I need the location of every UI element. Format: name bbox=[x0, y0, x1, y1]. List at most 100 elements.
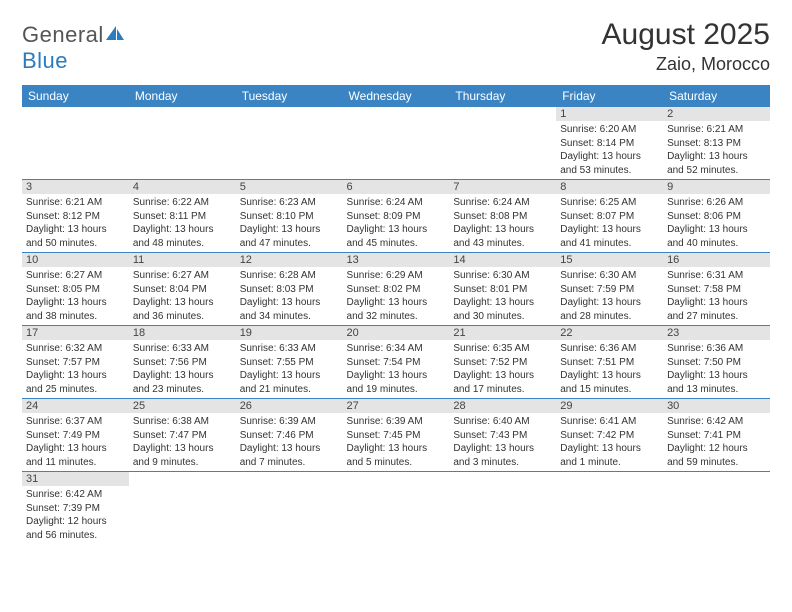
day-number: 4 bbox=[129, 180, 236, 194]
sunset-text: Sunset: 7:55 PM bbox=[240, 356, 339, 370]
sunset-text: Sunset: 8:08 PM bbox=[453, 210, 552, 224]
sunrise-text: Sunrise: 6:26 AM bbox=[667, 196, 766, 210]
sunrise-text: Sunrise: 6:21 AM bbox=[26, 196, 125, 210]
daylight-text: Daylight: 13 hours and 36 minutes. bbox=[133, 296, 232, 323]
month-title: August 2025 bbox=[602, 18, 770, 52]
day-content: Sunrise: 6:39 AMSunset: 7:45 PMDaylight:… bbox=[343, 413, 450, 471]
day-content: Sunrise: 6:31 AMSunset: 7:58 PMDaylight:… bbox=[663, 267, 770, 325]
day-content: Sunrise: 6:40 AMSunset: 7:43 PMDaylight:… bbox=[449, 413, 556, 471]
header: GeneralBlue August 2025 Zaio, Morocco bbox=[22, 18, 770, 75]
sunrise-text: Sunrise: 6:38 AM bbox=[133, 415, 232, 429]
sunset-text: Sunset: 8:10 PM bbox=[240, 210, 339, 224]
sunset-text: Sunset: 8:04 PM bbox=[133, 283, 232, 297]
sunset-text: Sunset: 7:47 PM bbox=[133, 429, 232, 443]
day-number: 9 bbox=[663, 180, 770, 194]
sunset-text: Sunset: 7:41 PM bbox=[667, 429, 766, 443]
calendar-cell: 18Sunrise: 6:33 AMSunset: 7:56 PMDayligh… bbox=[129, 326, 236, 399]
calendar-cell: 10Sunrise: 6:27 AMSunset: 8:05 PMDayligh… bbox=[22, 253, 129, 326]
sunrise-text: Sunrise: 6:28 AM bbox=[240, 269, 339, 283]
day-content: Sunrise: 6:29 AMSunset: 8:02 PMDaylight:… bbox=[343, 267, 450, 325]
calendar-cell: 24Sunrise: 6:37 AMSunset: 7:49 PMDayligh… bbox=[22, 399, 129, 472]
calendar-cell: 31Sunrise: 6:42 AMSunset: 7:39 PMDayligh… bbox=[22, 472, 129, 545]
day-number: 15 bbox=[556, 253, 663, 267]
sunset-text: Sunset: 7:42 PM bbox=[560, 429, 659, 443]
sunrise-text: Sunrise: 6:40 AM bbox=[453, 415, 552, 429]
calendar-cell: 2Sunrise: 6:21 AMSunset: 8:13 PMDaylight… bbox=[663, 107, 770, 180]
day-content: Sunrise: 6:21 AMSunset: 8:12 PMDaylight:… bbox=[22, 194, 129, 252]
calendar-cell-empty bbox=[449, 107, 556, 180]
sunrise-text: Sunrise: 6:30 AM bbox=[453, 269, 552, 283]
day-number: 22 bbox=[556, 326, 663, 340]
daylight-text: Daylight: 13 hours and 41 minutes. bbox=[560, 223, 659, 250]
day-number: 2 bbox=[663, 107, 770, 121]
day-header: Wednesday bbox=[343, 85, 450, 107]
day-number: 3 bbox=[22, 180, 129, 194]
calendar-cell-empty bbox=[236, 472, 343, 545]
sunrise-text: Sunrise: 6:24 AM bbox=[453, 196, 552, 210]
sunset-text: Sunset: 8:05 PM bbox=[26, 283, 125, 297]
calendar-cell: 15Sunrise: 6:30 AMSunset: 7:59 PMDayligh… bbox=[556, 253, 663, 326]
sunset-text: Sunset: 7:57 PM bbox=[26, 356, 125, 370]
sunrise-text: Sunrise: 6:39 AM bbox=[347, 415, 446, 429]
sunset-text: Sunset: 8:12 PM bbox=[26, 210, 125, 224]
calendar-cell-empty bbox=[129, 472, 236, 545]
day-number: 10 bbox=[22, 253, 129, 267]
calendar-cell-empty bbox=[663, 472, 770, 545]
sunrise-text: Sunrise: 6:33 AM bbox=[133, 342, 232, 356]
sunset-text: Sunset: 8:02 PM bbox=[347, 283, 446, 297]
calendar-row: 10Sunrise: 6:27 AMSunset: 8:05 PMDayligh… bbox=[22, 253, 770, 326]
calendar-cell: 5Sunrise: 6:23 AMSunset: 8:10 PMDaylight… bbox=[236, 180, 343, 253]
daylight-text: Daylight: 13 hours and 32 minutes. bbox=[347, 296, 446, 323]
sunrise-text: Sunrise: 6:39 AM bbox=[240, 415, 339, 429]
day-content: Sunrise: 6:26 AMSunset: 8:06 PMDaylight:… bbox=[663, 194, 770, 252]
day-header-row: Sunday Monday Tuesday Wednesday Thursday… bbox=[22, 85, 770, 107]
day-number: 5 bbox=[236, 180, 343, 194]
day-number: 1 bbox=[556, 107, 663, 121]
sunset-text: Sunset: 7:46 PM bbox=[240, 429, 339, 443]
day-content: Sunrise: 6:39 AMSunset: 7:46 PMDaylight:… bbox=[236, 413, 343, 471]
calendar-cell: 7Sunrise: 6:24 AMSunset: 8:08 PMDaylight… bbox=[449, 180, 556, 253]
day-number: 7 bbox=[449, 180, 556, 194]
day-content: Sunrise: 6:34 AMSunset: 7:54 PMDaylight:… bbox=[343, 340, 450, 398]
day-number: 29 bbox=[556, 399, 663, 413]
day-header: Monday bbox=[129, 85, 236, 107]
day-content: Sunrise: 6:25 AMSunset: 8:07 PMDaylight:… bbox=[556, 194, 663, 252]
calendar-row: 31Sunrise: 6:42 AMSunset: 7:39 PMDayligh… bbox=[22, 472, 770, 545]
sunrise-text: Sunrise: 6:36 AM bbox=[560, 342, 659, 356]
day-content: Sunrise: 6:28 AMSunset: 8:03 PMDaylight:… bbox=[236, 267, 343, 325]
daylight-text: Daylight: 13 hours and 7 minutes. bbox=[240, 442, 339, 469]
sunset-text: Sunset: 8:06 PM bbox=[667, 210, 766, 224]
calendar-row: 24Sunrise: 6:37 AMSunset: 7:49 PMDayligh… bbox=[22, 399, 770, 472]
calendar-cell: 20Sunrise: 6:34 AMSunset: 7:54 PMDayligh… bbox=[343, 326, 450, 399]
sunset-text: Sunset: 7:43 PM bbox=[453, 429, 552, 443]
daylight-text: Daylight: 13 hours and 1 minute. bbox=[560, 442, 659, 469]
daylight-text: Daylight: 12 hours and 59 minutes. bbox=[667, 442, 766, 469]
calendar-cell: 26Sunrise: 6:39 AMSunset: 7:46 PMDayligh… bbox=[236, 399, 343, 472]
daylight-text: Daylight: 13 hours and 5 minutes. bbox=[347, 442, 446, 469]
sunrise-text: Sunrise: 6:36 AM bbox=[667, 342, 766, 356]
sunset-text: Sunset: 8:13 PM bbox=[667, 137, 766, 151]
calendar-cell: 17Sunrise: 6:32 AMSunset: 7:57 PMDayligh… bbox=[22, 326, 129, 399]
sunset-text: Sunset: 7:56 PM bbox=[133, 356, 232, 370]
daylight-text: Daylight: 13 hours and 21 minutes. bbox=[240, 369, 339, 396]
day-number: 20 bbox=[343, 326, 450, 340]
day-content: Sunrise: 6:23 AMSunset: 8:10 PMDaylight:… bbox=[236, 194, 343, 252]
calendar-cell: 9Sunrise: 6:26 AMSunset: 8:06 PMDaylight… bbox=[663, 180, 770, 253]
day-number: 23 bbox=[663, 326, 770, 340]
brand-logo: GeneralBlue bbox=[22, 22, 126, 74]
day-content: Sunrise: 6:24 AMSunset: 8:08 PMDaylight:… bbox=[449, 194, 556, 252]
daylight-text: Daylight: 13 hours and 50 minutes. bbox=[26, 223, 125, 250]
day-content: Sunrise: 6:30 AMSunset: 7:59 PMDaylight:… bbox=[556, 267, 663, 325]
sunrise-text: Sunrise: 6:37 AM bbox=[26, 415, 125, 429]
day-number: 19 bbox=[236, 326, 343, 340]
day-header: Tuesday bbox=[236, 85, 343, 107]
day-content: Sunrise: 6:21 AMSunset: 8:13 PMDaylight:… bbox=[663, 121, 770, 179]
sunset-text: Sunset: 7:58 PM bbox=[667, 283, 766, 297]
daylight-text: Daylight: 13 hours and 13 minutes. bbox=[667, 369, 766, 396]
sunset-text: Sunset: 8:11 PM bbox=[133, 210, 232, 224]
calendar-cell-empty bbox=[343, 107, 450, 180]
calendar-cell: 14Sunrise: 6:30 AMSunset: 8:01 PMDayligh… bbox=[449, 253, 556, 326]
day-number: 30 bbox=[663, 399, 770, 413]
calendar-cell-empty bbox=[236, 107, 343, 180]
calendar-cell: 16Sunrise: 6:31 AMSunset: 7:58 PMDayligh… bbox=[663, 253, 770, 326]
